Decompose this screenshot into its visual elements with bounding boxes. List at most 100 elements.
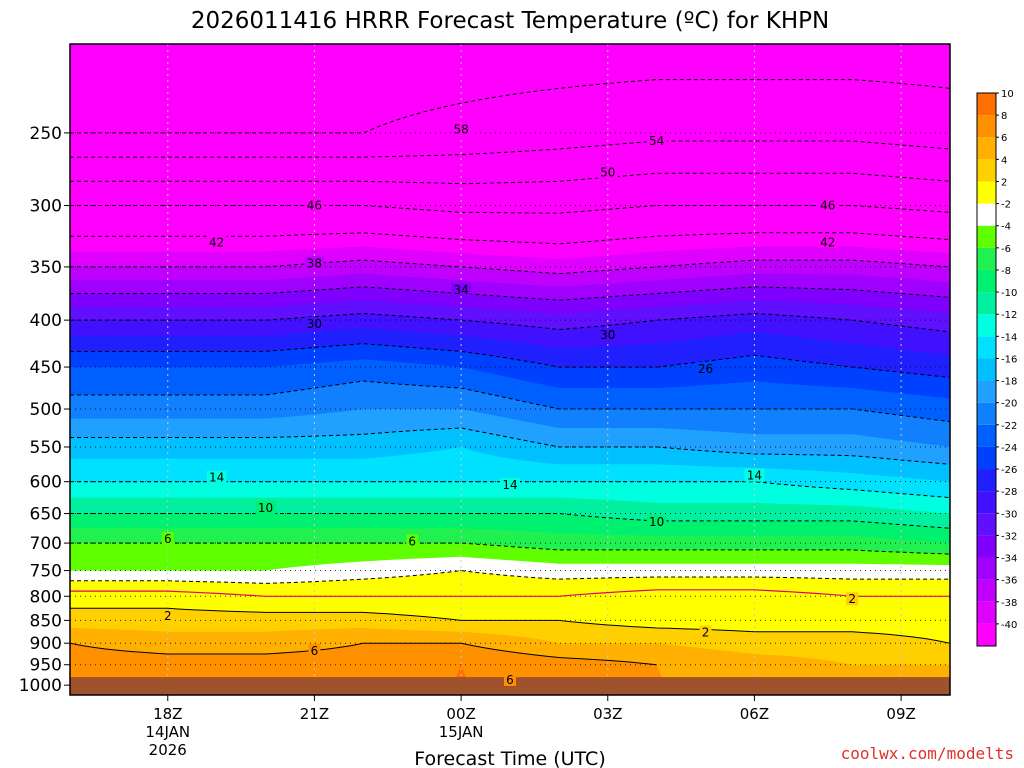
colorbar-label: -4 — [1001, 222, 1011, 233]
colorbar-swatch — [977, 380, 996, 403]
freezing-line — [70, 589, 950, 597]
contour-label-bg — [695, 361, 716, 375]
colorbar: -40-38-36-34-32-30-28-26-24-22-20-18-16-… — [976, 89, 1017, 647]
x-tick-label: 18Z — [153, 705, 182, 723]
contour-label: 30 — [307, 317, 322, 331]
colorbar-swatch — [977, 358, 996, 381]
contour-label: 14 — [747, 469, 762, 483]
isotherm-lines — [70, 79, 950, 666]
contour-label-bg — [451, 122, 472, 136]
x-tick-label: 21Z — [300, 705, 329, 723]
colorbar-swatch — [977, 115, 996, 138]
contour-label: 14 — [502, 478, 517, 492]
colorbar-label: -40 — [1001, 620, 1017, 631]
y-tick-label: 550 — [30, 438, 62, 458]
colorbar-swatch — [977, 137, 996, 160]
x-tick-label: 06Z — [740, 705, 769, 723]
isotherm--22 — [70, 380, 950, 423]
contour-label: 30 — [600, 328, 615, 342]
contour-label-bg — [817, 235, 838, 249]
colorbar-label: -2 — [1001, 200, 1011, 211]
colorbar-label: 6 — [1001, 133, 1007, 144]
colorbar-label: -16 — [1001, 354, 1017, 365]
colorbar-frame — [976, 92, 997, 647]
contour-label: 14 — [209, 471, 224, 485]
contour-label: 50 — [600, 165, 615, 179]
contour-label-bg — [161, 532, 174, 546]
contour-label-bg — [817, 198, 838, 212]
contour-label-bg — [744, 468, 765, 482]
temperature-bands — [70, 232, 950, 695]
contour-label: 10 — [649, 515, 664, 529]
y-tick-label: 450 — [30, 358, 62, 378]
colorbar-swatch — [977, 159, 996, 182]
colorbar-label: -20 — [1001, 399, 1017, 410]
x-tick-label: 00Z — [446, 705, 475, 723]
contour-label: 2 — [702, 625, 710, 639]
colorbar-swatch — [977, 601, 996, 624]
x-tick-label: 09Z — [886, 705, 915, 723]
contour-label-bg — [304, 256, 325, 270]
colorbar-swatch — [977, 314, 996, 337]
contour-label: 54 — [649, 134, 664, 148]
contour-label: 6 — [506, 673, 514, 687]
contour-label-bg — [406, 534, 419, 548]
colorbar-swatch — [977, 424, 996, 447]
colorbar-label: -38 — [1001, 598, 1017, 609]
isotherm-2 — [70, 607, 950, 644]
colorbar-swatch — [977, 181, 996, 204]
colorbar-swatch — [977, 336, 996, 359]
y-tick-label: 900 — [30, 634, 62, 654]
contour-label: 42 — [820, 235, 835, 249]
y-tick-label: 850 — [30, 611, 62, 631]
contour-label: 2 — [848, 592, 856, 606]
colorbar-label: 4 — [1001, 155, 1007, 166]
y-tick-label: 600 — [30, 473, 62, 493]
contour-label: 42 — [209, 235, 224, 249]
y-tick-label: 800 — [30, 587, 62, 607]
y-tick-label: 750 — [30, 562, 62, 582]
colorbar-label: -22 — [1001, 421, 1017, 432]
contour-label-bg — [500, 477, 520, 491]
contour-label: 10 — [258, 501, 273, 515]
colorbar-label: -24 — [1001, 443, 1017, 454]
y-tick-label: 300 — [30, 197, 62, 217]
colorbar-label: -18 — [1001, 377, 1017, 388]
colorbar-label: -32 — [1001, 531, 1017, 542]
colorbar-label: -14 — [1001, 332, 1017, 343]
contour-label-bg — [255, 500, 276, 514]
colorbar-swatch — [977, 247, 996, 270]
colorbar-swatch — [977, 491, 996, 514]
y-tick-label: 400 — [30, 311, 62, 331]
colorbar-label: -8 — [1001, 266, 1011, 277]
colorbar-label: -36 — [1001, 576, 1017, 587]
contour-label: 6 — [164, 532, 172, 546]
contour-label: 6 — [408, 534, 416, 548]
colorbar-swatch — [977, 623, 996, 646]
colorbar-label: -12 — [1001, 310, 1017, 321]
colorbar-swatch — [977, 402, 996, 425]
contour-label: 38 — [307, 257, 322, 271]
colorbar-label: -6 — [1001, 244, 1011, 255]
y-tick-label: 1000 — [19, 676, 62, 696]
contour-label-bg — [304, 317, 325, 331]
colorbar-swatch — [977, 513, 996, 536]
contour-label-bg — [451, 283, 472, 297]
x-tick-year: 2026 — [149, 741, 187, 759]
surface-fill — [70, 677, 950, 695]
colorbar-label: -26 — [1001, 465, 1017, 476]
isotherm-6 — [70, 642, 657, 666]
colorbar-swatch — [977, 446, 996, 470]
site-credit[interactable]: coolwx.com/modelts — [841, 744, 1014, 763]
colorbar-swatch — [977, 203, 996, 226]
colorbar-label: -30 — [1001, 509, 1017, 520]
y-tick-label: 650 — [30, 505, 62, 525]
y-tick-label: 350 — [30, 258, 62, 278]
contour-label-bg — [699, 625, 712, 639]
chart-title: 2026011416 HRRR Forecast Temperature (ºC… — [191, 8, 829, 34]
contour-label: 46 — [820, 199, 835, 213]
contour-label: 58 — [453, 123, 468, 137]
isotherm--26 — [70, 343, 950, 378]
